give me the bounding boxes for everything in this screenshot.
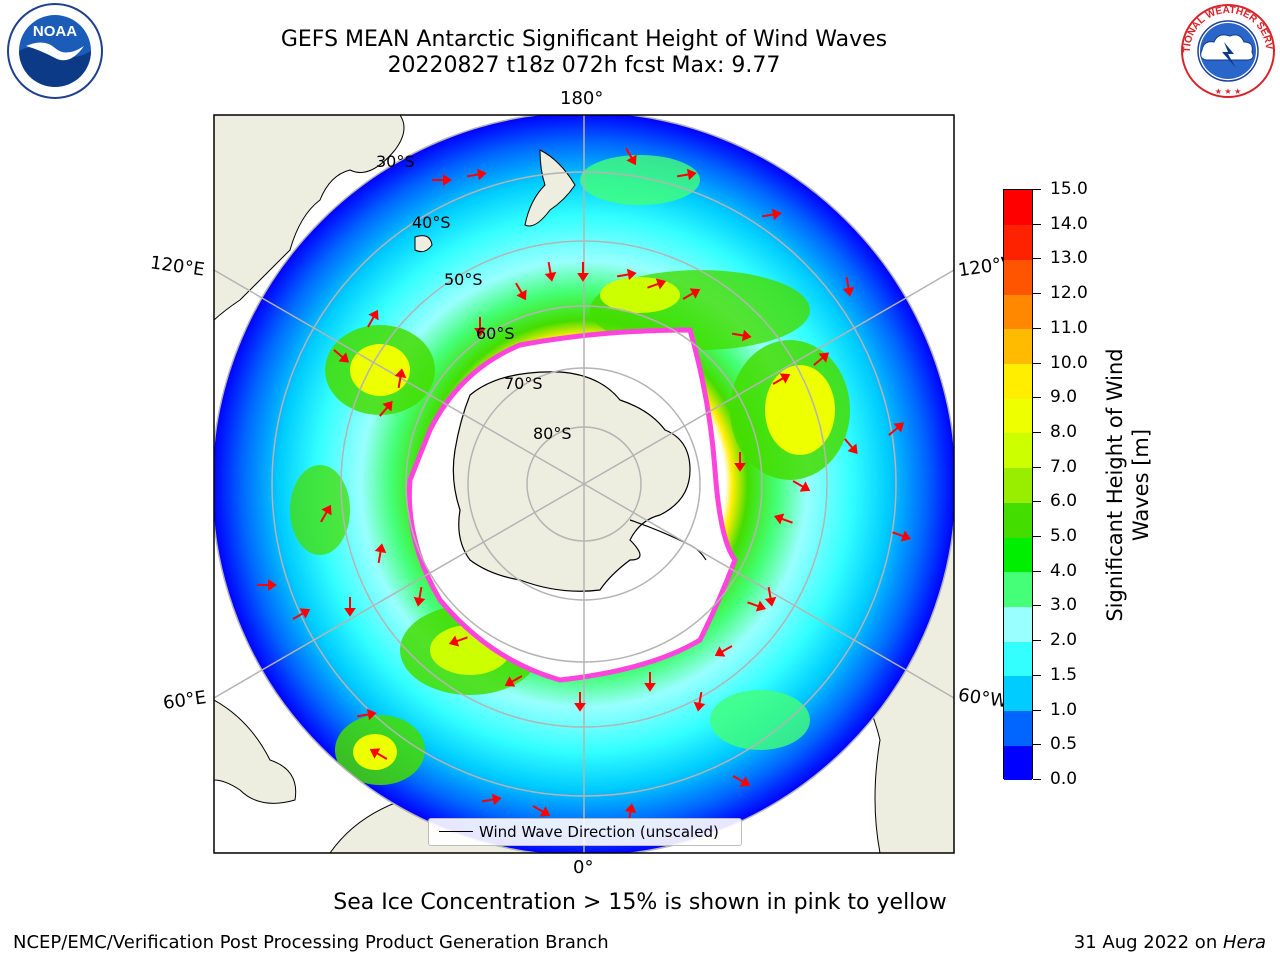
- colorbar-tick-label: 3.0: [1050, 595, 1078, 616]
- colorbar-tick: [1033, 709, 1041, 711]
- colorbar-tick-label: 5.0: [1050, 526, 1078, 547]
- colorbar-tick: [1033, 605, 1041, 607]
- colorbar-segment: [1004, 363, 1032, 399]
- map-legend: Wind Wave Direction (unscaled): [428, 818, 742, 846]
- lat-label-80s: 80°S: [533, 424, 572, 443]
- colorbar-tick-label: 0.0: [1050, 769, 1078, 789]
- colorbar-tick: [1033, 501, 1041, 503]
- map-frame: [213, 114, 955, 854]
- colorbar-tick-label: 11.0: [1050, 317, 1088, 338]
- colorbar-segment: [1004, 745, 1032, 781]
- colorbar-tick-label: 15.0: [1050, 179, 1088, 199]
- footer-machine: Hera: [1222, 932, 1266, 953]
- colorbar-tick-label: 13.0: [1050, 248, 1088, 269]
- colorbar-segment: [1004, 467, 1032, 503]
- colorbar-tick: [1033, 536, 1041, 538]
- colorbar-segment: [1004, 224, 1032, 260]
- colorbar-tick-label: 7.0: [1050, 456, 1078, 477]
- colorbar-tick-label: 12.0: [1050, 283, 1088, 304]
- colorbar-tick-label: 1.0: [1050, 699, 1078, 720]
- colorbar-title: Significant Height of Wind Waves [m]: [1102, 275, 1154, 695]
- colorbar-segment: [1004, 259, 1032, 295]
- colorbar-segment: [1004, 537, 1032, 573]
- legend-line-icon: [439, 831, 473, 832]
- lat-label-50s: 50°S: [444, 270, 483, 289]
- new-zealand-land: [524, 149, 576, 227]
- colorbar-tick: [1033, 189, 1041, 190]
- antarctica-land: [452, 371, 691, 592]
- lat-label-60s: 60°S: [476, 324, 515, 343]
- colorbar-segment: [1004, 571, 1032, 607]
- colorbar-segment: [1004, 432, 1032, 469]
- chart-title: GEFS MEAN Antarctic Significant Height o…: [280, 27, 888, 52]
- colorbar-segment: [1004, 398, 1032, 434]
- colorbar-tick-label: 6.0: [1050, 491, 1078, 512]
- svg-text:★ ★ ★: ★ ★ ★: [1215, 87, 1242, 96]
- colorbar-tick: [1033, 779, 1041, 780]
- lon-label-0: 0°: [573, 857, 594, 878]
- colorbar-tick: [1033, 674, 1041, 676]
- wind-wave-arrows: [257, 147, 912, 824]
- colorbar-segment: [1004, 328, 1032, 365]
- lat-label-30s: 30°S: [376, 152, 415, 171]
- colorbar-tick-label: 1.5: [1050, 664, 1078, 685]
- colorbar-title-line1: Significant Height of Wind: [1103, 348, 1127, 622]
- graticule: [214, 115, 954, 853]
- colorbar-tick: [1033, 327, 1041, 329]
- lat-label-70s: 70°S: [504, 374, 543, 393]
- colorbar-segment: [1004, 190, 1032, 226]
- lat-label-40s: 40°S: [412, 213, 451, 232]
- colorbar-tick: [1033, 570, 1041, 572]
- noaa-logo-text: NOAA: [33, 23, 77, 40]
- lon-label-180: 180°: [560, 88, 604, 109]
- colorbar-segment: [1004, 606, 1032, 642]
- colorbar-tick: [1033, 640, 1041, 642]
- colorbar-tick-label: 8.0: [1050, 421, 1078, 442]
- colorbar-tick: [1033, 258, 1041, 260]
- footer-date: 31 Aug 2022 on Hera: [1074, 932, 1266, 953]
- colorbar-segment: [1004, 641, 1032, 677]
- colorbar: [1003, 189, 1033, 781]
- colorbar-tick-label: 14.0: [1050, 213, 1088, 234]
- colorbar-tick: [1033, 362, 1041, 364]
- colorbar-tick: [1033, 466, 1041, 468]
- colorbar-tick: [1033, 431, 1041, 433]
- colorbar-tick: [1033, 397, 1041, 399]
- sea-ice-caption: Sea Ice Concentration > 15% is shown in …: [333, 890, 947, 915]
- colorbar-tick: [1033, 223, 1041, 225]
- colorbar-tick: [1033, 744, 1041, 746]
- colorbar-tick-label: 2.0: [1050, 630, 1078, 651]
- noaa-logo-icon: NOAA: [7, 3, 103, 99]
- colorbar-segment: [1004, 502, 1032, 538]
- colorbar-title-line2: Waves [m]: [1129, 428, 1153, 542]
- colorbar-tick-label: 0.5: [1050, 734, 1078, 755]
- colorbar-segment: [1004, 675, 1032, 712]
- colorbar-tick-label: 10.0: [1050, 352, 1088, 373]
- colorbar-tick: [1033, 293, 1041, 295]
- national-weather-service-logo-icon: NATIONAL WEATHER SERVICE ★ ★ ★: [1178, 2, 1275, 98]
- colorbar-tick-label: 9.0: [1050, 387, 1078, 408]
- colorbar-tick-label: 4.0: [1050, 560, 1078, 581]
- chart-subtitle: 20220827 t18z 072h fcst Max: 9.77: [387, 53, 781, 78]
- footer-branch: NCEP/EMC/Verification Post Processing Pr…: [13, 932, 609, 953]
- colorbar-segment: [1004, 294, 1032, 330]
- colorbar-segment: [1004, 710, 1032, 746]
- legend-label: Wind Wave Direction (unscaled): [479, 823, 719, 841]
- footer-date-text: 31 Aug 2022 on: [1073, 932, 1223, 953]
